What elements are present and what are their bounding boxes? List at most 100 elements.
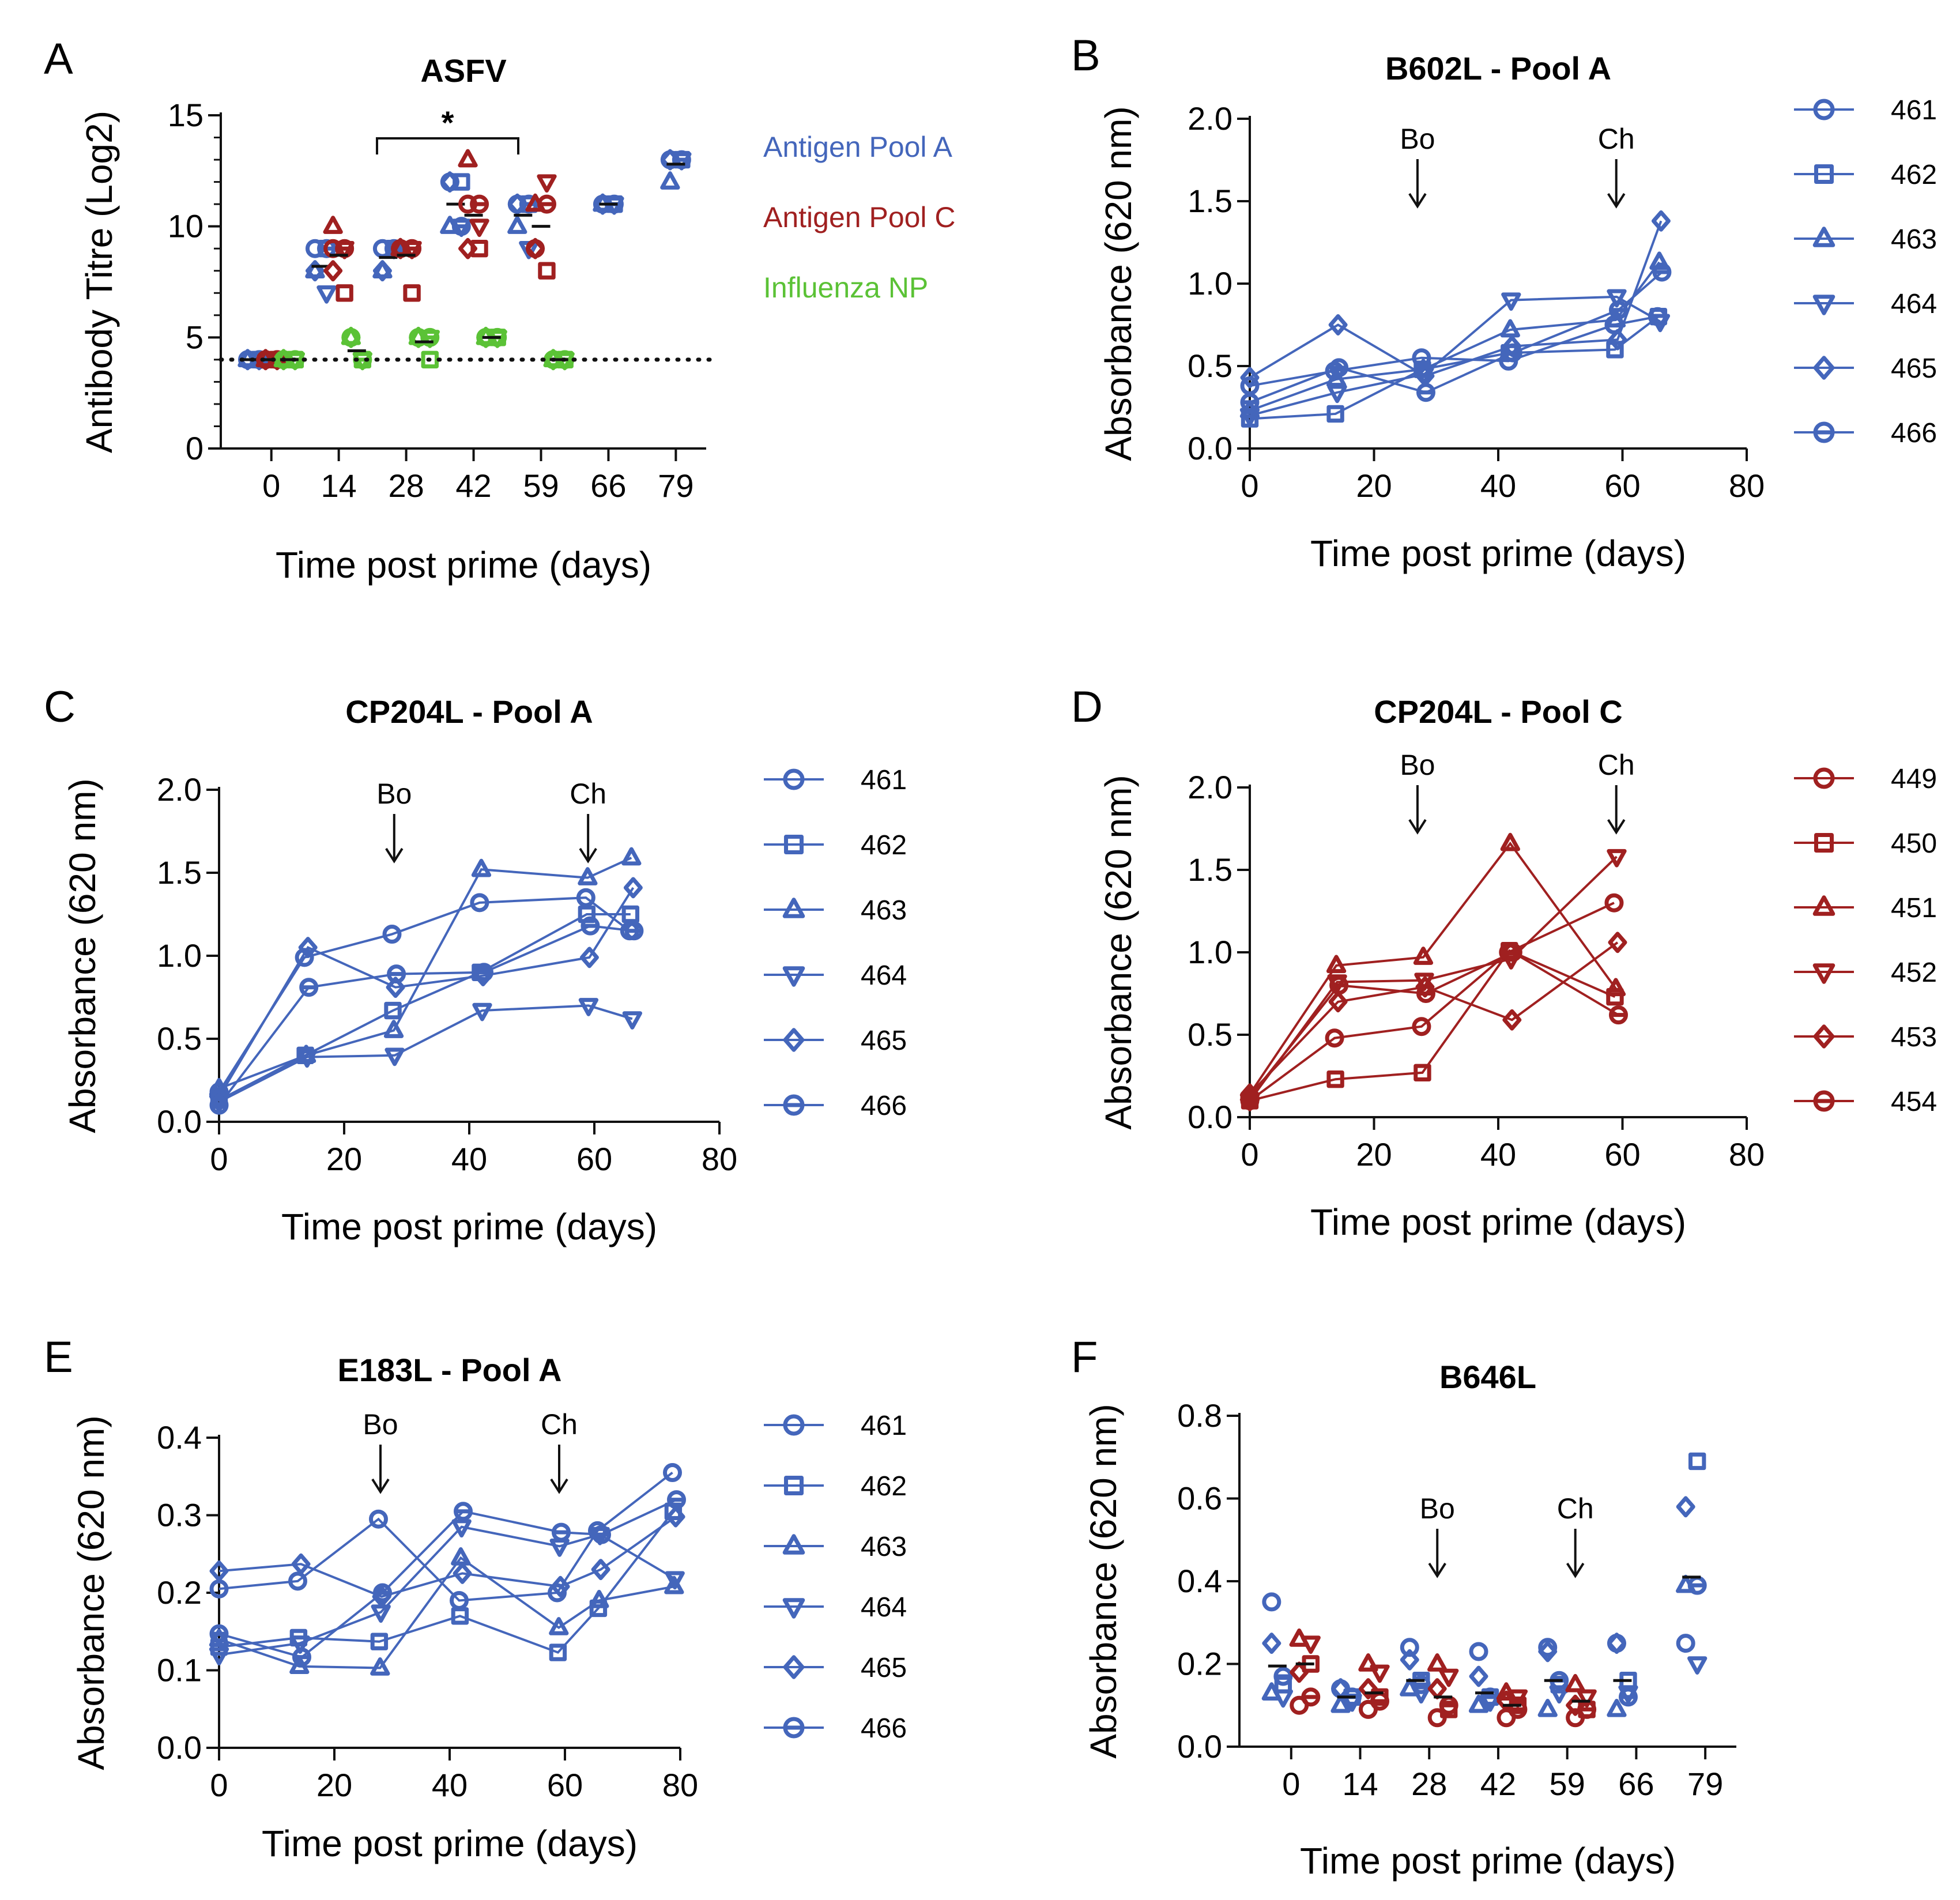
panel-title: B602L - Pool A — [1385, 50, 1611, 86]
panel-title: CP204L - Pool A — [345, 693, 593, 730]
legend-marker — [1814, 833, 1834, 853]
data-point-454 — [1240, 1088, 1260, 1107]
data-point-464 — [297, 1049, 317, 1068]
series-antigen-pool-c — [255, 149, 557, 371]
x-tick-label: 0 — [210, 1767, 228, 1803]
series-465 — [209, 1506, 685, 1608]
x-tick-label: 80 — [662, 1767, 698, 1803]
data-point-465 — [579, 947, 599, 968]
data-point-antigen-pool-a — [453, 173, 470, 191]
y-tick-label: 0.0 — [1188, 430, 1232, 466]
data-point-466 — [299, 978, 319, 997]
data-point-465 — [551, 1575, 570, 1597]
data-point-466 — [373, 1583, 392, 1603]
series-line-463 — [218, 1556, 674, 1669]
data-point-pool-c — [1370, 1691, 1389, 1711]
data-point-466 — [581, 916, 600, 936]
data-point-464 — [472, 1002, 492, 1021]
data-point-antigen-pool-a — [305, 260, 325, 282]
data-point-463 — [370, 1657, 390, 1676]
y-axis-label: Absorbance (620 nm) — [70, 1415, 112, 1770]
data-point-463 — [451, 1547, 471, 1566]
data-point-influenza-np — [341, 326, 361, 348]
y-tick-label: 0.4 — [1177, 1563, 1222, 1599]
panel-title: B646L — [1439, 1359, 1536, 1395]
legend-antigen-pool-c: Antigen Pool C — [763, 201, 956, 233]
annotation-arrowhead — [1566, 1562, 1585, 1578]
legend-marker — [1813, 767, 1835, 789]
series-449 — [1240, 893, 1624, 1110]
x-tick-label: 20 — [1356, 1136, 1392, 1173]
data-point-pool-a — [1273, 1689, 1293, 1708]
y-tick-label: 15 — [168, 97, 203, 133]
legend-label: 453 — [1891, 1022, 1937, 1053]
legend-item-466: 466 — [764, 1713, 907, 1744]
legend-label: 464 — [861, 1592, 907, 1623]
data-point-pool-c — [1301, 1635, 1321, 1654]
x-tick-label: 0 — [210, 1141, 228, 1177]
data-point-pool-c — [1427, 1653, 1448, 1672]
series-466 — [209, 916, 644, 1115]
data-point-antigen-pool-c — [336, 284, 353, 302]
annotation-ch: Ch — [541, 1408, 578, 1441]
data-point-465 — [666, 1506, 685, 1528]
series-line-453 — [1249, 941, 1619, 1095]
data-point-pool-c — [1508, 1699, 1528, 1719]
data-point-pool-c — [1439, 1668, 1459, 1687]
x-tick-label: 59 — [1550, 1766, 1585, 1802]
legend-label: 465 — [1891, 353, 1937, 384]
series-463 — [1239, 251, 1669, 419]
data-point-463 — [1500, 319, 1520, 338]
x-tick-label: 79 — [1687, 1766, 1723, 1802]
data-point-pool-a — [1676, 1634, 1695, 1653]
data-point-454 — [1329, 975, 1349, 995]
annotation-arrowhead — [1408, 193, 1427, 209]
legend-marker — [1813, 99, 1835, 120]
x-tick-label: 60 — [1604, 1136, 1640, 1173]
significance-label: * — [442, 104, 454, 141]
data-point-pool-a — [1537, 1698, 1558, 1717]
panel-title: E183L - Pool A — [338, 1352, 562, 1388]
y-tick-label: 0.3 — [157, 1497, 202, 1533]
annotation-ch: Ch — [1598, 749, 1635, 781]
data-point-462 — [370, 1633, 389, 1650]
legend-item-464: 464 — [764, 960, 907, 991]
data-point-465 — [1328, 314, 1348, 335]
y-tick-label: 2.0 — [1188, 100, 1232, 137]
data-point-449 — [1412, 1017, 1431, 1036]
legend-marker — [1812, 227, 1835, 247]
y-tick-label: 1.0 — [157, 937, 202, 974]
data-point-466 — [592, 1525, 611, 1544]
data-point-453 — [1608, 932, 1627, 953]
legend-item-452: 452 — [1794, 957, 1937, 988]
series-pool-a — [1261, 1452, 1708, 1717]
y-axis-label: Absorbance (620 nm) — [1083, 1404, 1124, 1758]
data-point-pool-c — [1439, 1695, 1458, 1715]
legend-item-464: 464 — [1794, 289, 1937, 319]
data-point-464 — [622, 1011, 643, 1030]
legend-marker — [782, 1534, 805, 1555]
data-point-pool-c — [1358, 1653, 1378, 1672]
legend-marker — [783, 1028, 805, 1052]
y-tick-label: 5 — [186, 319, 203, 355]
data-point-465 — [1608, 329, 1627, 350]
series-464 — [209, 998, 643, 1113]
data-point-463 — [209, 1077, 229, 1096]
panel-letter-f: F — [1071, 1333, 1098, 1382]
legend-label: 465 — [861, 1026, 907, 1056]
y-axis-label: Antibody Titre (Log2) — [78, 111, 120, 453]
data-point-pool-a — [1687, 1575, 1707, 1595]
y-tick-label: 10 — [168, 208, 203, 244]
legend-marker — [784, 835, 804, 854]
data-point-pool-a — [1538, 1641, 1558, 1662]
data-point-466 — [552, 1522, 571, 1542]
x-tick-label: 60 — [1604, 468, 1640, 504]
legend-marker — [1812, 963, 1835, 984]
data-point-pool-c — [1358, 1678, 1378, 1699]
legend-item-461: 461 — [764, 765, 907, 796]
data-point-465 — [1651, 210, 1671, 232]
data-point-451 — [1413, 947, 1434, 965]
series-462 — [1241, 308, 1668, 428]
data-point-465 — [298, 937, 318, 959]
series-454 — [1240, 943, 1628, 1107]
